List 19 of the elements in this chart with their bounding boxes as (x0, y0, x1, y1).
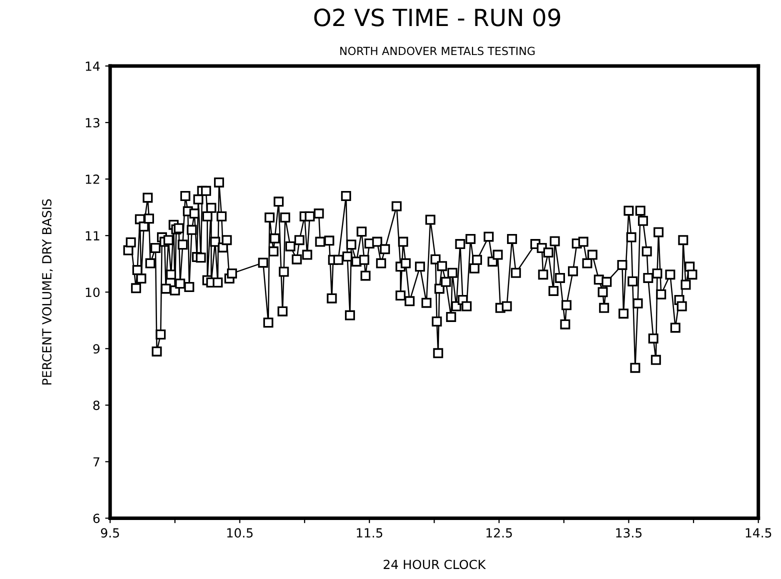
y-tick-label: 8 (93, 400, 100, 410)
x-tick-label: 12.5 (486, 528, 512, 538)
y-tick-label: 11 (86, 231, 100, 240)
x-tick-label: 9.5 (100, 528, 119, 538)
x-tick-label: 14.5 (746, 528, 772, 538)
y-axis-title: PERCENT VOLUME, DRY BASIS (42, 199, 53, 384)
chart-subtitle: NORTH ANDOVER METALS TESTING (340, 46, 535, 56)
y-tick-label: 14 (86, 62, 100, 71)
y-tick-label: 9 (93, 344, 100, 354)
y-tick-label: 7 (93, 457, 100, 466)
y-tick-label: 6 (93, 514, 100, 524)
y-tick-label: 12 (86, 174, 100, 184)
x-tick-label: 13.5 (616, 528, 642, 538)
x-axis-title: 24 HOUR CLOCK (384, 560, 486, 570)
y-tick-label: 10 (86, 288, 100, 298)
y-tick-label: 13 (86, 118, 100, 128)
chart-title: O2 VS TIME - RUN 09 (314, 8, 560, 26)
x-tick-label: 10.5 (227, 528, 253, 538)
x-tick-label: 11.5 (356, 528, 382, 538)
